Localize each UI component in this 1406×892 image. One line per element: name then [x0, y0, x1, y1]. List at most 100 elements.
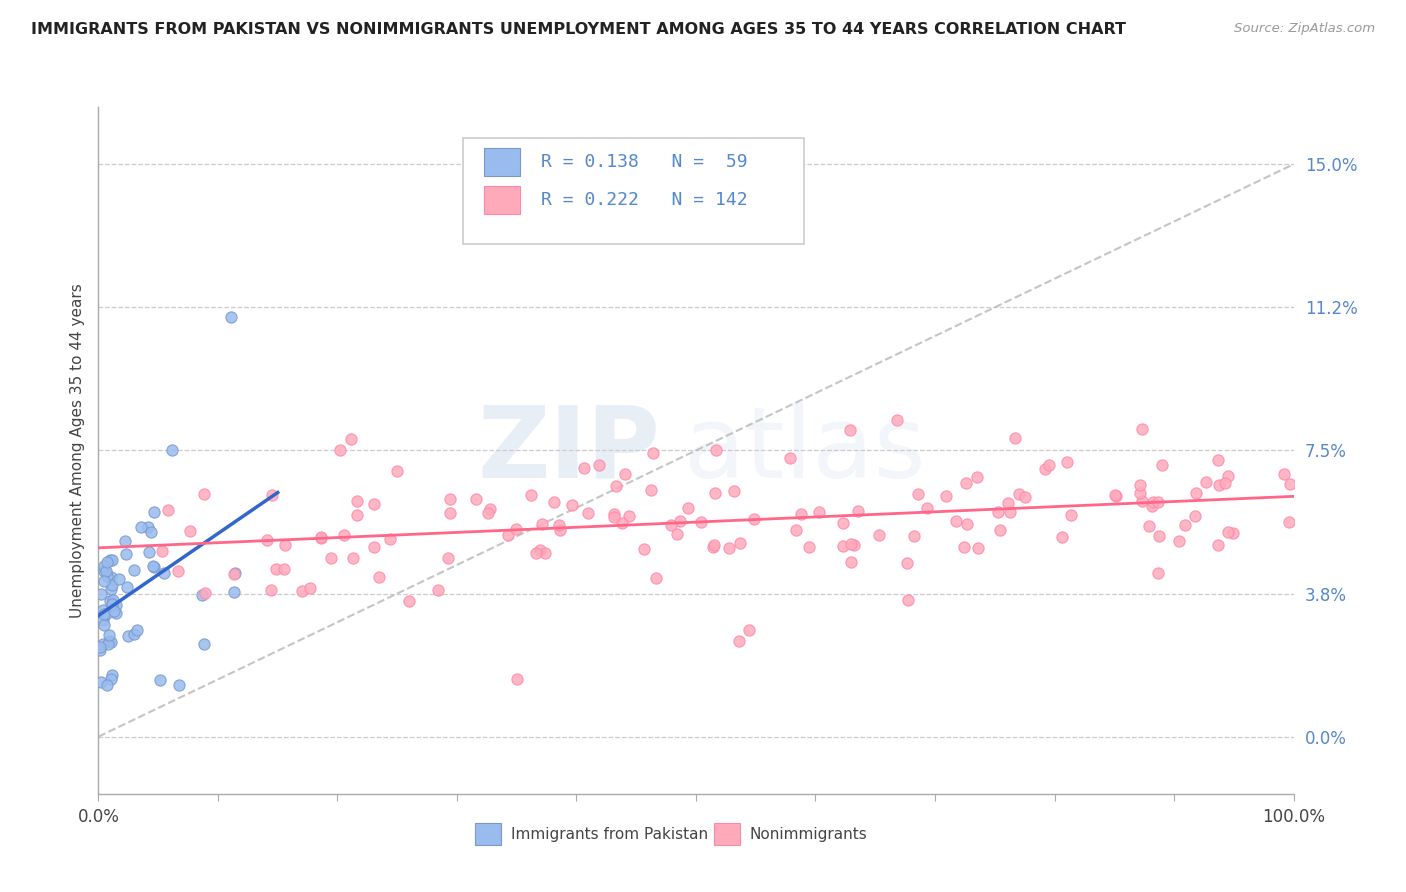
Point — [96, 678, 118, 692]
Point — [193, 487, 215, 501]
Text: Source: ZipAtlas.com: Source: ZipAtlas.com — [1234, 22, 1375, 36]
Point — [1129, 478, 1152, 492]
Point — [101, 668, 124, 682]
Point — [478, 502, 501, 516]
Point — [333, 528, 356, 542]
Point — [142, 505, 165, 519]
Point — [1168, 534, 1191, 549]
Point — [104, 598, 127, 612]
Point — [152, 544, 174, 558]
Point — [138, 545, 160, 559]
Point — [543, 495, 565, 509]
Point — [194, 586, 217, 600]
Point — [676, 501, 699, 516]
Point — [1216, 524, 1239, 539]
Point — [790, 508, 813, 522]
Point — [886, 412, 908, 426]
Point — [108, 572, 131, 586]
Point — [256, 533, 278, 547]
Point — [93, 618, 115, 632]
Point — [274, 538, 297, 552]
Point — [100, 672, 122, 686]
Point — [1105, 489, 1128, 503]
Point — [167, 677, 190, 691]
Y-axis label: Unemployment Among Ages 35 to 44 years: Unemployment Among Ages 35 to 44 years — [69, 283, 84, 618]
Point — [1060, 508, 1083, 522]
Point — [842, 538, 865, 552]
Point — [346, 508, 368, 522]
Point — [264, 562, 287, 576]
Point — [122, 627, 145, 641]
Point — [101, 578, 124, 592]
Point — [167, 565, 190, 579]
Point — [548, 518, 571, 533]
Point — [742, 511, 765, 525]
Point — [1130, 422, 1153, 436]
Point — [1278, 477, 1301, 491]
Point — [101, 597, 124, 611]
Point — [141, 524, 163, 539]
Point — [101, 599, 124, 614]
Point — [342, 550, 364, 565]
Point — [617, 509, 640, 524]
Point — [96, 555, 118, 569]
Point — [104, 606, 127, 620]
Point — [100, 582, 122, 596]
Text: IMMIGRANTS FROM PAKISTAN VS NONIMMIGRANTS UNEMPLOYMENT AMONG AGES 35 TO 44 YEARS: IMMIGRANTS FROM PAKISTAN VS NONIMMIGRANT… — [31, 22, 1126, 37]
Point — [309, 531, 332, 545]
Point — [1129, 486, 1152, 500]
Point — [605, 479, 627, 493]
Point — [956, 516, 979, 531]
Text: R = 0.138   N =  59: R = 0.138 N = 59 — [541, 153, 747, 171]
Point — [1184, 486, 1206, 500]
Point — [1147, 529, 1170, 543]
Point — [100, 635, 122, 649]
Point — [576, 506, 599, 520]
Point — [346, 494, 368, 508]
Point — [988, 524, 1011, 538]
Point — [98, 634, 121, 648]
Point — [439, 491, 461, 506]
Point — [640, 483, 662, 497]
Point — [832, 539, 855, 553]
Point — [329, 442, 352, 457]
Point — [142, 560, 165, 574]
Text: atlas: atlas — [685, 402, 925, 499]
Point — [1137, 519, 1160, 533]
Point — [839, 537, 862, 551]
FancyBboxPatch shape — [475, 823, 501, 846]
Point — [643, 445, 665, 459]
Point — [90, 586, 112, 600]
Point — [378, 533, 401, 547]
Point — [723, 483, 745, 498]
Point — [115, 580, 138, 594]
Point — [117, 629, 139, 643]
Point — [273, 562, 295, 576]
Point — [1146, 494, 1168, 508]
FancyBboxPatch shape — [463, 138, 804, 244]
Point — [221, 310, 243, 324]
Point — [669, 514, 692, 528]
Point — [93, 574, 115, 588]
Point — [572, 461, 595, 475]
Point — [603, 507, 626, 521]
Point — [659, 518, 682, 533]
Point — [222, 567, 245, 582]
Point — [548, 523, 571, 537]
Point — [728, 536, 751, 550]
Point — [93, 613, 115, 627]
Point — [561, 498, 583, 512]
Point — [91, 603, 114, 617]
Point — [955, 475, 977, 490]
Text: ZIP: ZIP — [477, 402, 661, 499]
FancyBboxPatch shape — [714, 823, 740, 846]
Point — [897, 592, 920, 607]
Point — [704, 485, 727, 500]
Point — [868, 527, 890, 541]
Point — [103, 604, 125, 618]
Point — [1222, 525, 1244, 540]
Point — [94, 607, 117, 621]
Point — [779, 451, 801, 466]
Point — [101, 593, 124, 607]
Point — [998, 505, 1021, 519]
